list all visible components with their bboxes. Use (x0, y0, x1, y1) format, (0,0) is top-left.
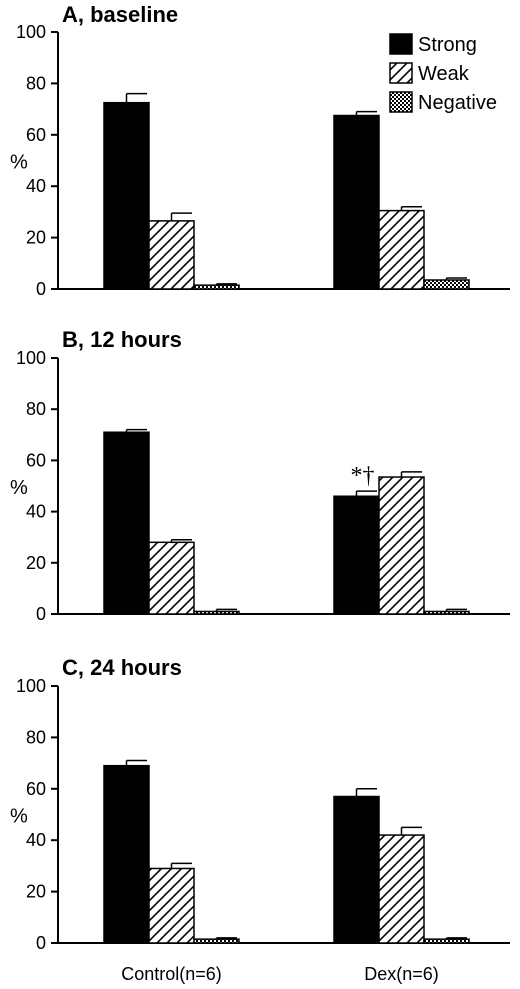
legend-label-strong: Strong (418, 34, 477, 56)
legend-swatch-strong (389, 33, 413, 55)
legend-label-negative: Negative (418, 92, 497, 114)
bar-negative-1 (423, 938, 470, 944)
bar-negative-0 (193, 284, 240, 290)
y-axis-label: % (10, 806, 28, 828)
y-tick-label: 40 (26, 176, 46, 196)
bar-weak-1 (378, 476, 425, 615)
bar-negative-1 (423, 279, 470, 290)
bar-strong-1 (333, 495, 380, 615)
y-tick-label: 0 (36, 279, 46, 299)
y-tick-label: 20 (26, 882, 46, 902)
legend: Strong Weak Negative (389, 33, 497, 114)
bar-weak-1 (378, 834, 425, 944)
y-axis-label: % (10, 152, 28, 174)
bar-strong-0 (103, 764, 150, 944)
chart-panel-3: C, 24 hours 0 20 40 60 80 100% (10, 655, 510, 953)
y-tick-label: 20 (26, 553, 46, 573)
y-tick-label: 20 (26, 228, 46, 248)
y-tick-label: 80 (26, 73, 46, 93)
panel-title: C, 24 hours (62, 655, 182, 680)
bar-negative-0 (193, 610, 240, 615)
y-tick-label: 60 (26, 125, 46, 145)
panel-title: A, baseline (62, 2, 178, 27)
legend-swatch-weak (389, 62, 413, 84)
bar-weak-0 (148, 541, 195, 615)
y-tick-label: 80 (26, 399, 46, 419)
legend-label-weak: Weak (418, 63, 470, 85)
chart-panel-1: A, baseline 0 20 40 60 80 100% Strong Weak Negati… (10, 2, 510, 299)
bar-negative-0 (193, 938, 240, 944)
y-axis-label: % (10, 477, 28, 499)
significance-marker: *† (351, 463, 375, 489)
y-tick-label: 100 (16, 348, 46, 368)
panels-layer: A, baseline 0 20 40 60 80 100% Strong Weak Negati… (10, 2, 510, 984)
y-tick-label: 0 (36, 933, 46, 953)
y-tick-label: 100 (16, 676, 46, 696)
y-tick-label: 100 (16, 22, 46, 42)
y-tick-label: 40 (26, 830, 46, 850)
bar-strong-1 (333, 795, 380, 944)
bar-weak-1 (378, 209, 425, 290)
y-tick-label: 60 (26, 779, 46, 799)
bar-weak-0 (148, 220, 195, 290)
bar-negative-1 (423, 610, 470, 615)
bar-strong-0 (103, 431, 150, 615)
bar-strong-1 (333, 114, 380, 290)
y-tick-label: 0 (36, 604, 46, 624)
x-category-label: Control(n=6) (121, 964, 222, 984)
chart-panel-2: B, 12 hours 0 20 40 60 80 100% *† (10, 327, 510, 624)
y-tick-label: 60 (26, 450, 46, 470)
bar-weak-0 (148, 867, 195, 944)
y-tick-label: 40 (26, 502, 46, 522)
panel-title: B, 12 hours (62, 327, 182, 352)
y-tick-label: 80 (26, 727, 46, 747)
legend-swatch-negative (389, 91, 413, 113)
x-category-label: Dex(n=6) (364, 964, 439, 984)
bar-strong-0 (103, 101, 150, 290)
